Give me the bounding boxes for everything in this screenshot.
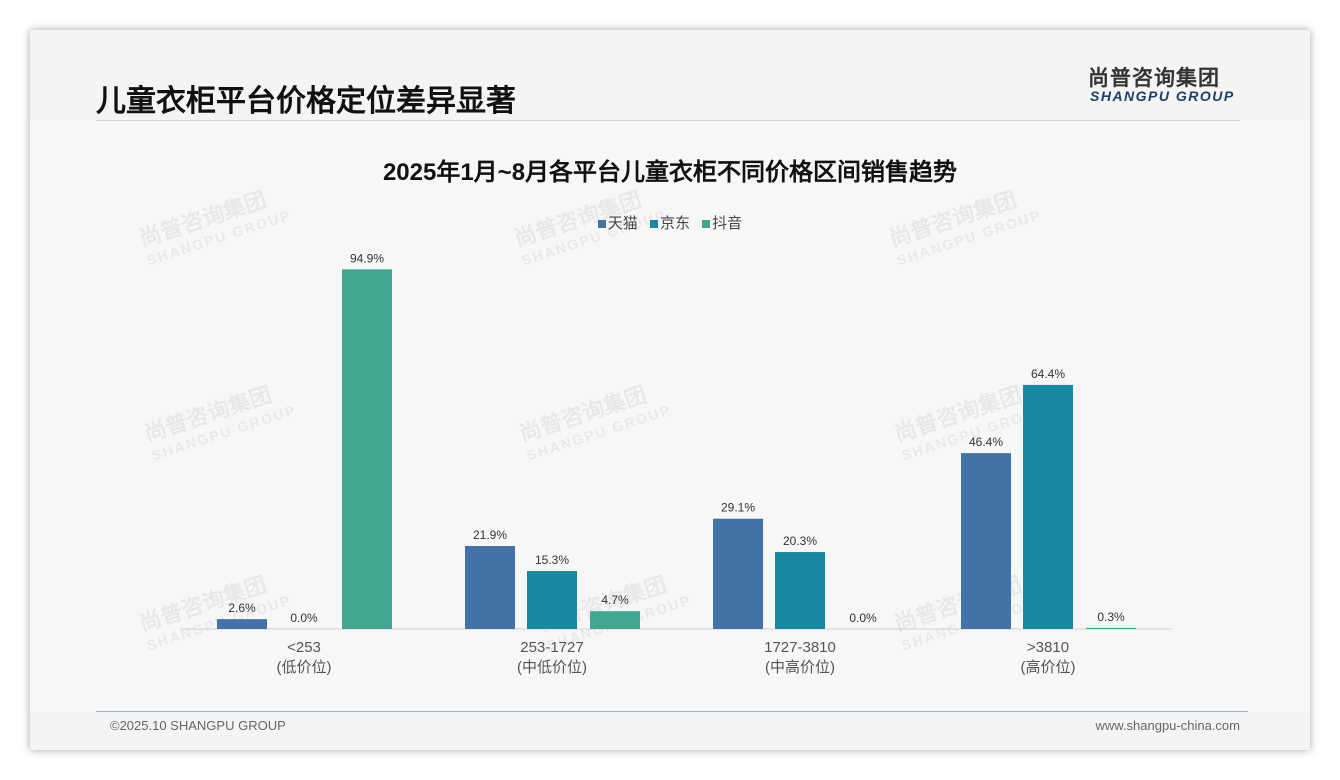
data-label: 21.9% xyxy=(473,528,507,542)
data-label: 64.4% xyxy=(1031,367,1065,381)
data-label: 46.4% xyxy=(969,435,1003,449)
x-tick-sublabel: (中低价位) xyxy=(517,659,587,676)
footer-website: www.shangpu-china.com xyxy=(1095,718,1240,733)
legend-item: 抖音 xyxy=(702,215,742,232)
bar-chart: 2.6% 0.0% 94.9% <253 (低价位) 21.9% 15.3% 4.7% 253-… xyxy=(180,251,1172,676)
footer-copyright: ©2025.10 SHANGPU GROUP xyxy=(110,718,286,733)
bar-抖音 xyxy=(590,611,640,629)
logo-cn: 尚普咨询集团 xyxy=(1088,67,1220,90)
bar-京东 xyxy=(1023,384,1073,629)
data-label: 2.6% xyxy=(228,601,256,615)
legend-swatch xyxy=(702,220,711,228)
data-label: 15.3% xyxy=(535,553,569,567)
bar-京东 xyxy=(775,552,825,629)
legend-item: 天猫 xyxy=(597,215,638,232)
x-tick-sublabel: (中高价位) xyxy=(765,659,835,676)
x-tick-label: <253 xyxy=(287,639,321,656)
x-tick-sublabel: (高价位) xyxy=(1021,659,1076,676)
bar-天猫 xyxy=(465,545,515,629)
page-title: 儿童衣柜平台价格定位差异显著 xyxy=(96,85,516,118)
bar-京东 xyxy=(527,571,577,629)
chart-legend: 天猫 京东 抖音 xyxy=(30,212,1310,233)
data-label: 29.1% xyxy=(721,501,755,515)
data-label: 0.0% xyxy=(849,611,877,625)
x-tick-label: >3810 xyxy=(1027,639,1069,656)
legend-label: 天猫 xyxy=(607,215,638,232)
bar-天猫 xyxy=(217,619,267,629)
x-tick-sublabel: (低价位) xyxy=(277,659,332,676)
bar-抖音 xyxy=(1086,627,1136,629)
bar-天猫 xyxy=(713,518,763,629)
legend-label: 京东 xyxy=(659,215,690,232)
legend-swatch xyxy=(597,220,606,228)
bar-天猫 xyxy=(961,453,1011,629)
legend-item: 京东 xyxy=(649,215,690,232)
data-label: 0.0% xyxy=(290,611,318,625)
x-tick-label: 253-1727 xyxy=(520,639,583,656)
data-label: 20.3% xyxy=(783,534,817,548)
content-area xyxy=(30,120,1310,712)
x-tick-label: 1727-3810 xyxy=(764,639,836,656)
chart-title: 2025年1月~8月各平台儿童衣柜不同价格区间销售趋势 xyxy=(382,159,958,186)
legend-swatch xyxy=(649,220,658,228)
footer-divider xyxy=(96,711,1248,712)
legend-label: 抖音 xyxy=(712,215,743,232)
data-label: 94.9% xyxy=(350,251,384,265)
data-label: 4.7% xyxy=(601,593,629,607)
data-label: 0.3% xyxy=(1097,610,1125,624)
title-divider xyxy=(96,120,1240,121)
logo-en: SHANGPU GROUP xyxy=(1090,88,1235,104)
bar-抖音 xyxy=(342,269,392,629)
slide: 儿童衣柜平台价格定位差异显著 尚普咨询集团 SHANGPU GROUP 尚普咨询… xyxy=(30,30,1310,750)
